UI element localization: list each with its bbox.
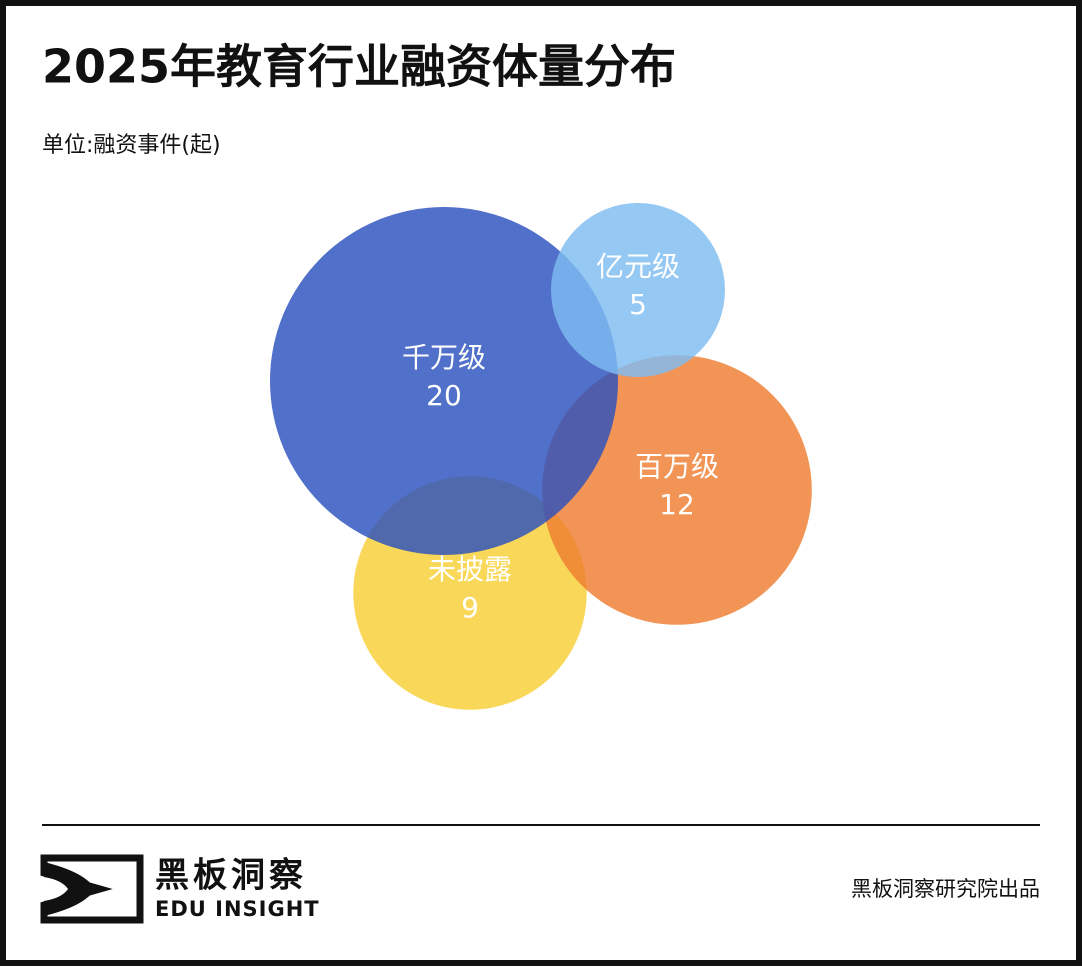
bubble-value: 9 (461, 591, 479, 624)
chart-title: 2025年教育行业融资体量分布 (42, 40, 676, 94)
logo-icon (40, 854, 144, 924)
chart-subtitle: 单位:融资事件(起) (42, 133, 221, 158)
brand-name: 黑板洞察 (155, 856, 307, 896)
bubble-value: 5 (629, 288, 647, 321)
bubble-label: 千万级 (402, 341, 486, 374)
bubble-value: 20 (426, 379, 462, 412)
bubble (551, 203, 725, 377)
brand-tagline: EDU INSIGHT (155, 897, 320, 921)
bubble (270, 207, 618, 555)
bubble-label: 百万级 (635, 450, 719, 483)
bubble-label: 未披露 (428, 553, 512, 586)
bubble-label: 亿元级 (596, 250, 680, 283)
bubble-group: 未披露 9 百万级 12 千万级 20 亿元级 5 (270, 203, 812, 710)
footer-credit: 黑板洞察研究院出品 (851, 877, 1040, 901)
bubble-value: 12 (659, 488, 695, 521)
